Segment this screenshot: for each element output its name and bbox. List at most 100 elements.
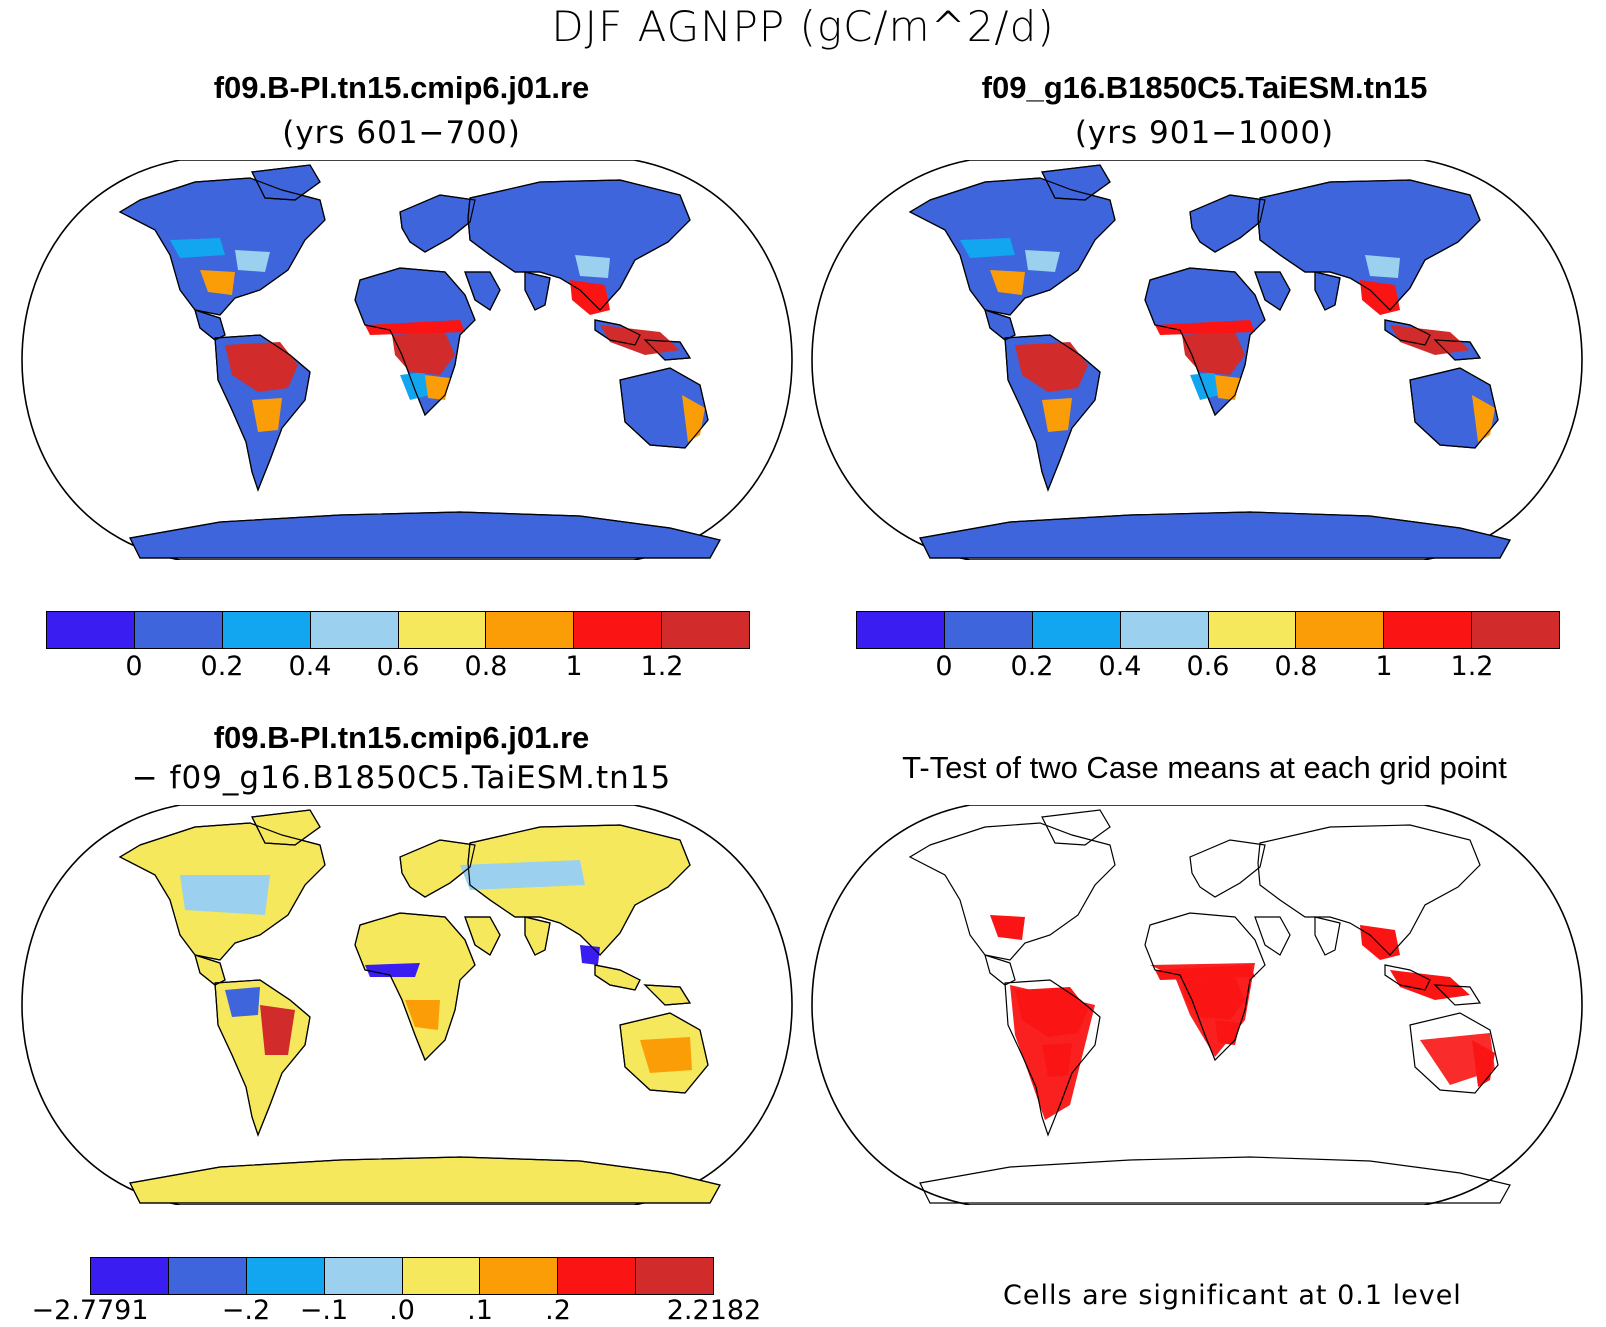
colorbar-tick-label: 1.2 — [640, 651, 684, 682]
panel-title-top-right: f09_g16.B1850C5.TaiESM.tn15 — [981, 70, 1428, 105]
colorbar-tick-label: 0.4 — [1098, 651, 1142, 682]
colorbar-swatch-5 — [486, 612, 575, 648]
coast-south-america — [1004, 334, 1101, 492]
colorbar-tick-label: 0.2 — [200, 651, 244, 682]
colorbar-swatch-3 — [310, 612, 399, 648]
coast-australia — [1409, 367, 1499, 449]
coast-australia — [1409, 1012, 1499, 1094]
diff-australia-mix — [640, 1037, 692, 1073]
coast-asia — [467, 179, 691, 311]
panel-title-bottom-right: T-Test of two Case means at each grid po… — [902, 750, 1507, 785]
shade-china-light — [575, 255, 610, 278]
coast-arabia-india — [464, 916, 551, 956]
shade-china-light — [1365, 255, 1400, 278]
coast-north-america — [118, 177, 326, 316]
significant-se-asia — [1360, 925, 1400, 960]
productive-amazon — [1015, 342, 1088, 392]
colorbar-tick-label: 0.6 — [376, 651, 420, 682]
coast-australia — [619, 1012, 709, 1094]
colorbar-swatch-6 — [558, 1258, 637, 1294]
shade-n-canada-light — [960, 238, 1015, 258]
coast-europe — [399, 194, 476, 253]
productive-la-plata — [252, 398, 282, 432]
significant-indonesia — [1390, 970, 1470, 1000]
coast-antarctica — [129, 511, 721, 559]
significant-africa — [1150, 963, 1255, 1057]
shade-savanna — [1190, 372, 1220, 400]
colorbar-tick-label: 0.8 — [464, 651, 508, 682]
productive-congo — [392, 332, 455, 375]
coast-north-america — [908, 177, 1116, 316]
coast-australia — [619, 367, 709, 449]
coast-se-asia-islands — [1384, 319, 1482, 361]
colorbar-swatch-3 — [1120, 612, 1209, 648]
colorbar-swatch-4 — [398, 612, 487, 648]
map-bottom-left — [21, 805, 793, 1205]
colorbar-swatch-6 — [574, 612, 663, 648]
significant-se-usa — [990, 915, 1025, 940]
colorbar-tick-label: 2.2182 — [666, 1295, 762, 1326]
productive-indonesia — [600, 325, 680, 355]
panel-subtitle-top-left: (yrs 601−700) — [282, 115, 521, 151]
diff-na-light — [180, 875, 270, 915]
colorbar-bottom-left — [90, 1257, 714, 1295]
panel-title-bottom-left: f09.B-PI.tn15.cmip6.j01.re — [213, 720, 590, 755]
colorbar-tick-label: 0 — [125, 651, 143, 682]
coast-europe — [399, 839, 476, 898]
colorbar-swatch-7 — [636, 1258, 713, 1294]
coast-asia — [1257, 179, 1481, 311]
coast-arabia-india — [1254, 916, 1341, 956]
productive-se-asia — [1360, 280, 1400, 315]
colorbar-swatch-1 — [134, 612, 223, 648]
colorbar-tick-label: .0 — [389, 1295, 415, 1326]
colorbar-swatch-7 — [1472, 612, 1559, 648]
colorbar-swatch-1 — [944, 612, 1033, 648]
coast-north-america — [118, 822, 326, 961]
coast-asia — [1257, 824, 1481, 956]
coast-asia — [467, 824, 691, 956]
colorbar-tick-label: 0.4 — [288, 651, 332, 682]
coast-se-asia-islands — [594, 319, 692, 361]
colorbar-tick-label: 1.2 — [1450, 651, 1494, 682]
significance-note: Cells are significant at 0.1 level — [1003, 1280, 1462, 1311]
coast-europe — [1189, 839, 1266, 898]
colorbar-tick-label: 0.2 — [1010, 651, 1054, 682]
shade-savanna — [400, 372, 430, 400]
diff-amazon-neg — [225, 987, 260, 1017]
productive-indonesia — [1390, 325, 1470, 355]
coast-south-america — [1004, 979, 1101, 1137]
colorbar-swatch-5 — [1296, 612, 1385, 648]
coast-se-asia-islands — [1384, 964, 1482, 1006]
coast-europe — [1189, 194, 1266, 253]
colorbar-top-right — [856, 611, 1560, 649]
diff-brazil-pos — [260, 1005, 295, 1055]
coast-south-america — [214, 979, 311, 1137]
shade-e-usa-light — [235, 250, 270, 272]
coast-arabia-india — [1254, 271, 1341, 311]
coast-africa — [354, 912, 476, 1062]
productive-se-asia — [570, 280, 610, 315]
colorbar-swatch-6 — [1384, 612, 1473, 648]
colorbar-tick-label: −.1 — [299, 1295, 349, 1326]
coast-se-asia-islands — [594, 964, 692, 1006]
coast-greenland — [251, 164, 321, 201]
colorbar-top-left — [46, 611, 750, 649]
panel-subtitle-top-right: (yrs 901−1000) — [1074, 115, 1335, 151]
diff-africa-mix — [405, 1000, 440, 1030]
productive-s-africa — [1215, 375, 1240, 400]
colorbar-tick-label: .1 — [467, 1295, 493, 1326]
coast-africa — [354, 267, 476, 417]
panel-title-top-left: f09.B-PI.tn15.cmip6.j01.re — [213, 70, 590, 105]
colorbar-tick-label: 0.8 — [1274, 651, 1318, 682]
significant-south-america — [1010, 985, 1095, 1120]
coast-africa — [1144, 267, 1266, 417]
productive-s-africa — [425, 375, 450, 400]
coast-greenland — [1041, 164, 1111, 201]
panel-subtitle-bottom-left: − f09_g16.B1850C5.TaiESM.tn15 — [131, 760, 672, 796]
colorbar-swatch-2 — [222, 612, 311, 648]
coast-arabia-india — [464, 271, 551, 311]
colorbar-swatch-0 — [91, 1258, 169, 1294]
colorbar-swatch-3 — [324, 1258, 403, 1294]
colorbar-swatch-5 — [480, 1258, 559, 1294]
colorbar-swatch-4 — [402, 1258, 481, 1294]
